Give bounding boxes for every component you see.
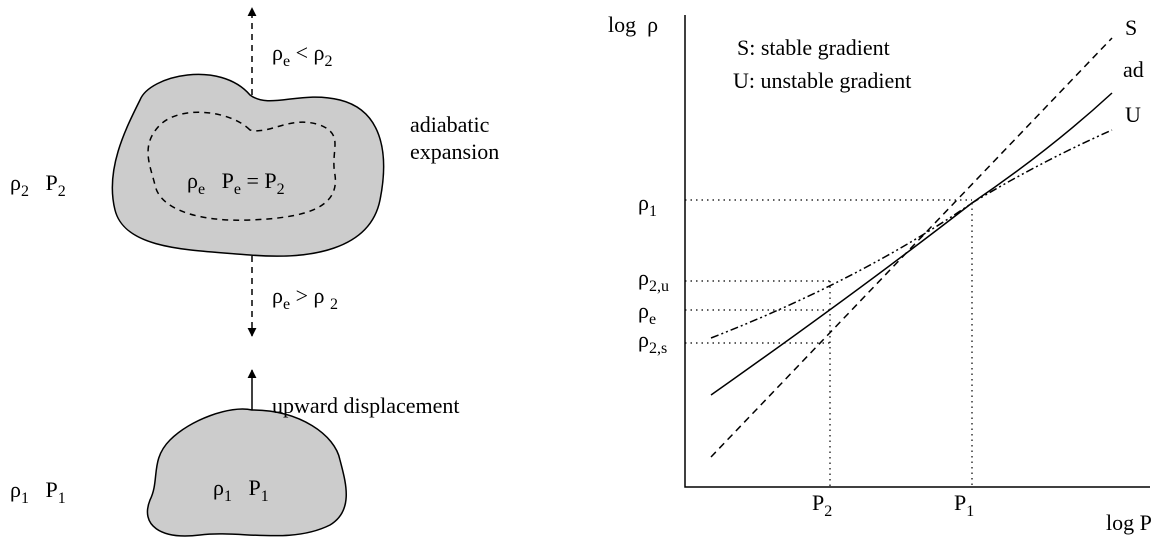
side-upper-label: ρ2 P2 [10, 170, 66, 200]
text-part: < ρ [290, 40, 324, 65]
subscript: 1 [261, 488, 269, 505]
right-panel [684, 15, 1150, 488]
y-label: ρe [638, 298, 656, 328]
subscript: 1 [649, 203, 657, 220]
axes [684, 15, 1150, 488]
text-part: P [29, 170, 58, 195]
x-label: P1 [954, 490, 974, 520]
unstable-curve [710, 129, 1113, 339]
subscript: e [234, 181, 241, 198]
text-part: ρ [638, 327, 649, 352]
subscript: 2 [824, 503, 832, 520]
subscript: 2,s [649, 340, 667, 357]
subscript: 1 [966, 503, 974, 520]
text-part: P [232, 475, 261, 500]
subscript: e [283, 296, 290, 313]
curve-label: ad [1123, 57, 1144, 82]
small-blob [146, 408, 347, 537]
y-label: ρ1 [638, 190, 657, 220]
subscript: e [649, 311, 656, 328]
text-part: P [29, 477, 58, 502]
text-part: > ρ [290, 283, 330, 308]
small-blob-label: ρ1 P1 [213, 475, 269, 505]
legend-entry: U: unstable gradient [733, 68, 911, 93]
subscript: 2 [324, 53, 332, 70]
text-part: ρ [10, 170, 21, 195]
subscript: 1 [58, 490, 66, 507]
text-part: ρ [10, 477, 21, 502]
subscript: 2 [330, 296, 338, 313]
subscript: e [198, 181, 205, 198]
text-part: ρ [272, 40, 283, 65]
subscript: 1 [21, 490, 29, 507]
displacement-label: upward displacement [272, 393, 460, 418]
text-part: P [812, 490, 824, 515]
text-part: ρ [638, 298, 649, 323]
left-panel [111, 7, 385, 537]
text-part: ρ [213, 475, 224, 500]
adiabatic-curve [710, 92, 1113, 396]
text-part: ρ [638, 265, 649, 290]
subscript: 2 [58, 183, 66, 200]
x-axis-label: log P [1106, 510, 1152, 535]
text-part: P [205, 168, 234, 193]
subscript: 2 [21, 183, 29, 200]
y-label: ρ2,s [638, 327, 667, 357]
x-label: P2 [812, 490, 832, 520]
subscript: 1 [224, 488, 232, 505]
parcel-blob [111, 73, 385, 257]
lower-arrow-label: ρe > ρ 2 [272, 283, 338, 313]
text-part: P [954, 490, 966, 515]
text-part: ρ [638, 190, 649, 215]
text-part: ρ [187, 168, 198, 193]
subscript: e [283, 53, 290, 70]
stable-curve [710, 37, 1113, 458]
expansion-label: adiabatic [410, 112, 490, 137]
inner-label: ρe Pe = P2 [187, 168, 285, 198]
guides [685, 199, 973, 487]
side-lower-label: ρ1 P1 [10, 477, 66, 507]
curve-label: U [1125, 102, 1141, 127]
subscript: 2 [277, 181, 285, 198]
y-label: ρ2,u [638, 265, 669, 295]
curve-label: S [1125, 15, 1137, 40]
upper-arrow-label: ρe < ρ2 [272, 40, 332, 70]
y-axis-label: log ρ [608, 12, 658, 37]
expansion-label: expansion [410, 139, 499, 164]
subscript: 2,u [649, 278, 669, 295]
text-part: ρ [272, 283, 283, 308]
inner-blob [147, 111, 337, 221]
text-part: = P [241, 168, 277, 193]
legend-entry: S: stable gradient [737, 35, 890, 60]
